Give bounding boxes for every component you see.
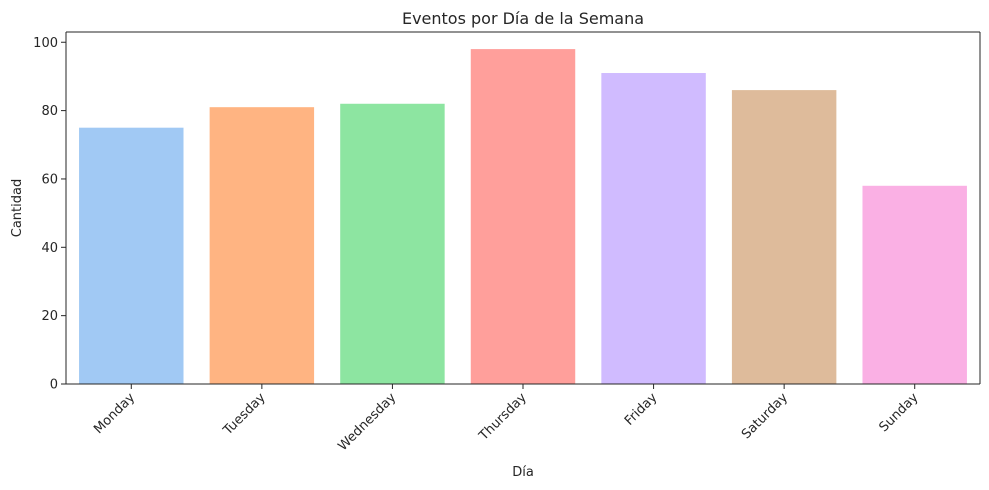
- x-tick-label-wednesday: Wednesday: [335, 390, 399, 454]
- x-axis-label: Día: [512, 465, 534, 480]
- y-axis-ticks: 0 20 40 60 80 100: [33, 36, 66, 393]
- y-axis-label: Cantidad: [10, 179, 25, 237]
- x-tick-label-monday: Monday: [91, 390, 138, 437]
- y-tick-label: 0: [50, 378, 58, 393]
- bar-saturday: [731, 90, 837, 385]
- x-tick-label-tuesday: Tuesday: [220, 390, 269, 439]
- y-tick-label: 60: [41, 172, 58, 187]
- chart-title: Eventos por Día de la Semana: [402, 9, 644, 28]
- y-tick-label: 40: [41, 241, 58, 256]
- x-tick-label-sunday: Sunday: [877, 390, 922, 435]
- bar-sunday: [862, 185, 967, 384]
- plot-area: [79, 49, 967, 385]
- x-axis-ticks: Monday Tuesday Wednesday Thursday Friday Satu…: [91, 384, 922, 454]
- bar-wednesday: [340, 103, 445, 384]
- x-tick-label-friday: Friday: [622, 390, 661, 429]
- bar-tuesday: [209, 107, 315, 385]
- bar-monday: [79, 127, 184, 384]
- y-tick-label: 20: [41, 309, 58, 324]
- y-tick-label: 80: [41, 104, 58, 119]
- y-tick-label: 100: [33, 36, 58, 51]
- x-tick-label-saturday: Saturday: [739, 390, 791, 442]
- bar-friday: [601, 73, 706, 385]
- bar-thursday: [470, 49, 576, 385]
- x-tick-label-thursday: Thursday: [476, 390, 530, 444]
